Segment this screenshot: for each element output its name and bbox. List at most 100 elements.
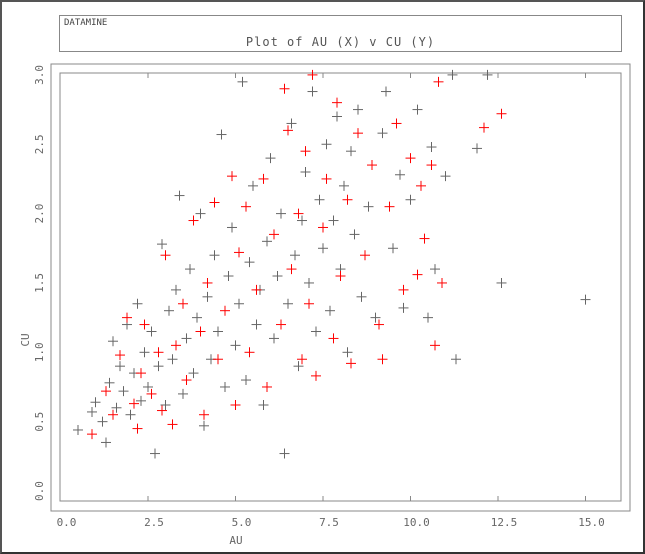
data-point <box>227 171 237 182</box>
chart-title: Plot of AU (X) v CU (Y) <box>245 35 436 49</box>
data-point <box>370 312 381 323</box>
data-point <box>251 284 262 295</box>
data-point <box>220 305 230 316</box>
data-point <box>346 358 356 369</box>
data-point <box>125 409 136 420</box>
data-point <box>332 111 342 122</box>
data-point <box>73 424 83 435</box>
x-axis-label: AU <box>229 534 242 547</box>
data-point <box>328 333 339 344</box>
data-point <box>426 160 437 171</box>
data-point <box>447 69 458 80</box>
data-point <box>87 406 97 417</box>
data-point <box>276 319 286 330</box>
data-point <box>122 312 132 323</box>
data-point <box>262 236 272 247</box>
data-point <box>377 354 388 365</box>
data-point <box>293 208 304 219</box>
data-point <box>482 69 493 80</box>
data-point <box>230 400 241 411</box>
y-tick-label: 0.0 <box>33 481 46 501</box>
data-point <box>391 118 402 129</box>
data-point <box>209 250 220 261</box>
data-point <box>136 368 146 379</box>
data-point <box>213 354 223 365</box>
data-point <box>216 129 227 140</box>
data-point <box>104 377 115 388</box>
data-point <box>171 284 181 295</box>
data-point <box>139 347 150 358</box>
data-point <box>258 173 269 184</box>
data-point <box>181 333 192 344</box>
data-point <box>115 350 125 361</box>
y-axis-label: CU <box>19 333 32 346</box>
data-point <box>167 354 178 365</box>
data-point <box>286 118 297 129</box>
data-point <box>342 194 353 205</box>
data-point <box>153 347 164 358</box>
app-name: DATAMINE <box>64 18 108 28</box>
data-point <box>188 368 199 379</box>
data-point <box>363 201 374 212</box>
data-point <box>244 347 255 358</box>
data-point <box>111 402 122 413</box>
data-point <box>293 361 304 372</box>
data-point <box>129 398 139 409</box>
data-point <box>412 269 423 280</box>
data-point <box>108 409 118 420</box>
data-point <box>237 76 248 87</box>
x-tick-label: 7.5 <box>319 516 339 529</box>
data-point <box>213 326 223 337</box>
plot-area <box>59 72 622 502</box>
data-point <box>496 277 507 288</box>
y-tick-label: 1.5 <box>33 273 46 293</box>
data-point <box>318 243 328 254</box>
data-point <box>160 400 171 411</box>
data-point <box>297 215 307 226</box>
data-point <box>318 222 328 233</box>
data-point <box>276 208 286 219</box>
data-point <box>496 108 507 119</box>
data-point <box>332 97 342 108</box>
data-point <box>381 86 391 97</box>
data-point <box>321 173 332 184</box>
data-point <box>181 375 192 386</box>
data-point <box>87 429 97 440</box>
data-point <box>356 291 367 302</box>
data-point <box>279 448 290 459</box>
data-point <box>286 264 297 275</box>
data-point <box>290 250 300 261</box>
data-point <box>388 243 398 254</box>
data-point <box>405 153 416 164</box>
points <box>73 69 591 459</box>
y-tick-label: 2.0 <box>33 204 46 224</box>
data-point <box>346 146 356 157</box>
data-point <box>230 340 241 351</box>
data-point <box>146 326 157 337</box>
data-point <box>90 397 101 408</box>
data-point <box>353 104 363 115</box>
data-point <box>353 128 363 139</box>
data-point <box>283 125 293 136</box>
data-point <box>279 83 290 94</box>
x-tick-label: 2.5 <box>144 516 164 529</box>
data-point <box>227 222 237 233</box>
y-ticks: 0.0 0.5 1.0 1.5 2.0 2.5 3.0 <box>33 65 46 501</box>
data-point <box>304 298 314 309</box>
data-point <box>416 180 426 191</box>
data-point <box>437 277 447 288</box>
data-point <box>202 277 213 288</box>
y-tick-label: 1.0 <box>33 342 46 362</box>
x-tick-label: 0.0 <box>57 516 77 529</box>
data-point <box>430 340 440 351</box>
data-point <box>202 291 213 302</box>
data-point <box>472 143 482 154</box>
data-point <box>262 381 272 392</box>
data-point <box>248 180 258 191</box>
data-point <box>433 76 444 87</box>
data-point <box>174 190 185 201</box>
data-point <box>451 354 461 365</box>
data-point <box>384 201 395 212</box>
data-point <box>136 395 146 406</box>
x-tick-label: 5.0 <box>232 516 252 529</box>
